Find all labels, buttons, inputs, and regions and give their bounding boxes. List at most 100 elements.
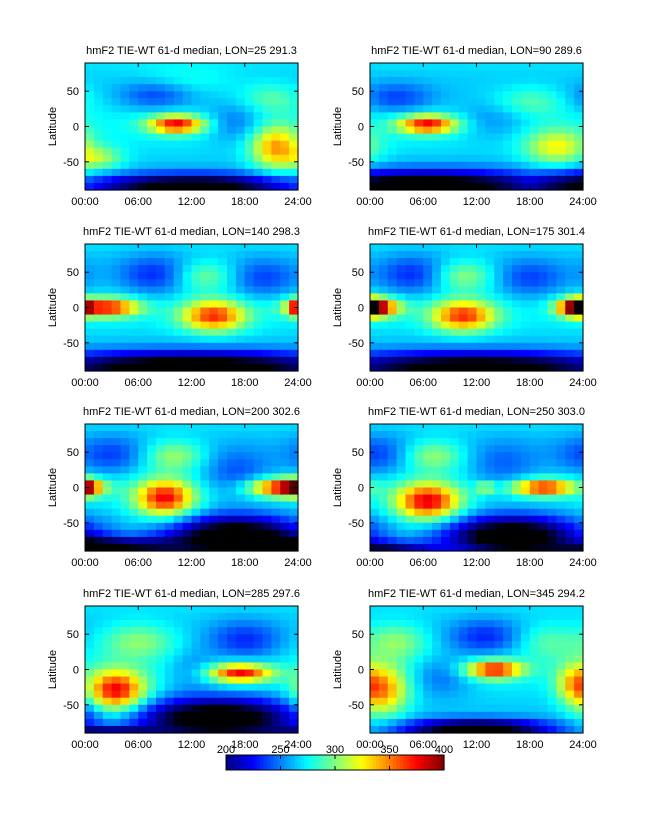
heatmap-cell	[253, 147, 264, 156]
heatmap-cell	[378, 147, 389, 156]
heatmap-cell	[235, 272, 246, 280]
heatmap-cell	[271, 321, 281, 330]
heatmap-cell	[102, 725, 113, 734]
heatmap-cell	[164, 98, 175, 106]
heatmap-cell	[547, 543, 557, 552]
heatmap-cell	[574, 690, 584, 699]
heatmap-cell	[102, 501, 113, 510]
heatmap-cell	[244, 140, 255, 149]
heatmap-cell	[147, 314, 157, 323]
heatmap-cell	[129, 683, 139, 692]
heatmap-cell	[235, 445, 246, 453]
heatmap-cell	[458, 522, 469, 531]
heatmap-cell	[378, 161, 389, 170]
heatmap-cell	[574, 501, 584, 510]
heatmap-cell	[476, 431, 486, 439]
heatmap-cell	[441, 466, 451, 474]
heatmap-cell	[289, 522, 299, 531]
heatmap-cell	[423, 293, 433, 302]
heatmap-cell	[396, 98, 407, 106]
heatmap-cell	[235, 690, 246, 699]
heatmap-cell	[405, 77, 415, 85]
heatmap-cell	[200, 648, 210, 656]
heatmap-cell	[512, 438, 522, 446]
heatmap-cell	[209, 279, 219, 287]
heatmap-cell	[147, 634, 157, 642]
heatmap-cell	[387, 140, 398, 149]
colorbar-segment	[341, 755, 346, 770]
heatmap-cell	[529, 648, 540, 656]
heatmap-cell	[529, 363, 540, 372]
heatmap-cell	[244, 300, 255, 309]
heatmap-cell	[494, 473, 504, 482]
heatmap-cell	[556, 655, 566, 664]
heatmap-cell	[547, 342, 557, 351]
heatmap-cell	[253, 613, 264, 621]
heatmap-cell	[156, 431, 166, 439]
heatmap-cell	[547, 683, 557, 692]
heatmap-cell	[218, 606, 228, 614]
heatmap-cell	[556, 321, 566, 330]
heatmap-cell	[93, 620, 104, 628]
heatmap-cell	[556, 431, 566, 439]
heatmap-cell	[494, 634, 504, 642]
heatmap-cell	[244, 655, 255, 664]
heatmap-cell	[414, 424, 424, 432]
heatmap-cell	[565, 105, 575, 113]
heatmap-cell	[512, 613, 522, 621]
heatmap-cell	[253, 356, 264, 365]
heatmap-cell	[370, 112, 380, 121]
heatmap-cell	[538, 328, 549, 337]
x-tick-label: 18:00	[516, 557, 544, 569]
heatmap-cell	[405, 641, 415, 649]
heatmap-cell	[138, 613, 148, 621]
heatmap-cell	[271, 105, 281, 113]
heatmap-cell	[111, 529, 122, 538]
heatmap-cell	[494, 697, 504, 706]
heatmap-cell	[164, 704, 175, 713]
heatmap-cell	[370, 91, 380, 99]
heatmap-cell	[432, 307, 442, 316]
heatmap-cell	[182, 342, 193, 351]
heatmap-cell	[227, 161, 237, 170]
heatmap-cell	[547, 168, 557, 177]
heatmap-cell	[227, 683, 237, 692]
heatmap-cell	[423, 690, 433, 699]
heatmap-cell	[387, 77, 398, 85]
heatmap-cell	[271, 438, 281, 446]
heatmap-cell	[111, 459, 122, 467]
heatmap-cell	[93, 356, 104, 365]
heatmap-cell	[173, 536, 184, 545]
heatmap-cell	[512, 669, 522, 678]
heatmap-cell	[173, 244, 184, 252]
heatmap-cell	[102, 662, 113, 671]
heatmap-cell	[538, 501, 549, 510]
heatmap-cell	[467, 494, 478, 503]
heatmap-cell	[556, 286, 566, 294]
heatmap-cell	[227, 84, 237, 92]
heatmap-cell	[253, 126, 264, 135]
heatmap-cell	[441, 161, 451, 170]
heatmap-cell	[565, 300, 575, 309]
heatmap-cell	[262, 349, 272, 358]
heatmap-cell	[147, 63, 157, 71]
heatmap-cell	[441, 536, 451, 545]
heatmap-cell	[173, 613, 184, 621]
heatmap-cell	[227, 307, 237, 316]
heatmap-cell	[574, 119, 584, 128]
heatmap-cell	[191, 725, 201, 734]
heatmap-cell	[191, 606, 201, 614]
heatmap-cell	[529, 307, 540, 316]
heatmap-cell	[565, 725, 575, 734]
heatmap-cell	[227, 480, 237, 489]
colorbar-segment	[399, 755, 404, 770]
heatmap-cell	[244, 648, 255, 656]
heatmap-cell	[191, 508, 201, 517]
heatmap-cell	[503, 501, 513, 510]
heatmap-cell	[547, 620, 557, 628]
heatmap-cell	[235, 494, 246, 503]
heatmap-cell	[147, 182, 157, 191]
heatmap-cell	[120, 272, 130, 280]
heatmap-cell	[93, 328, 104, 337]
heatmap-cell	[262, 244, 272, 252]
